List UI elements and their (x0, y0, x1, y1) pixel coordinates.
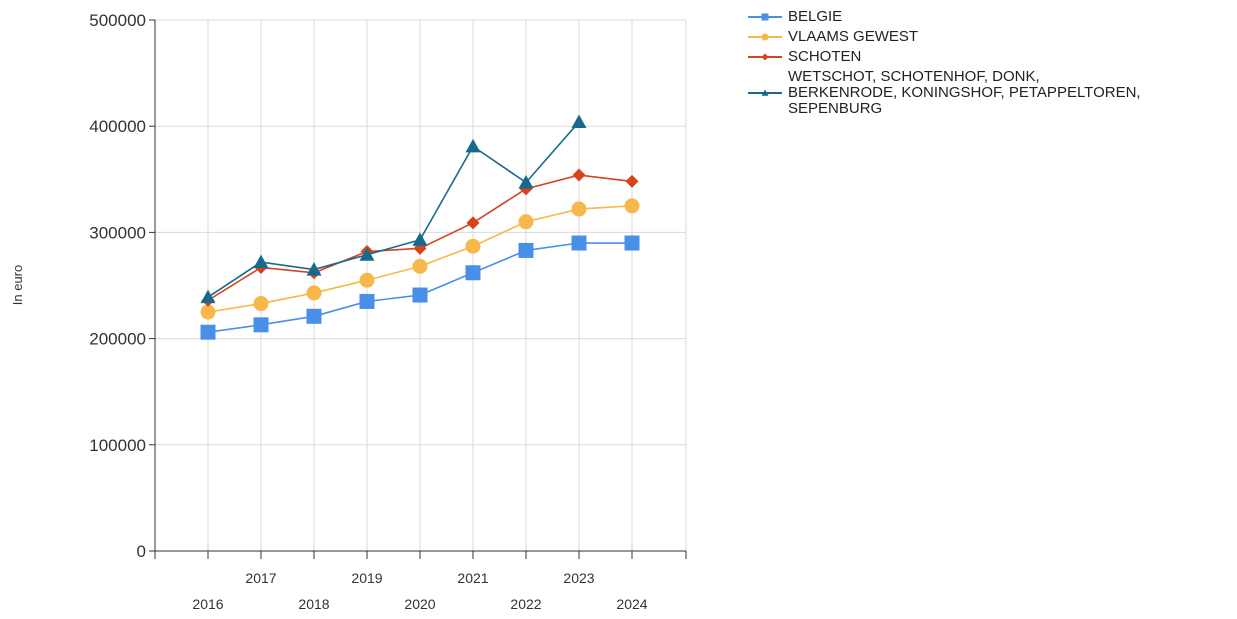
x-tick-label: 2021 (457, 570, 488, 586)
data-point (465, 265, 481, 281)
x-tick-label: 2020 (404, 596, 435, 612)
data-point (518, 174, 534, 189)
legend-label: BELGIE (788, 8, 843, 25)
legend-item: WETSCHOT, SCHOTENHOF, DONK, BERKENRODE, K… (748, 68, 1228, 117)
data-point (571, 201, 587, 217)
legend-marker (748, 28, 788, 46)
legend-marker (748, 48, 788, 66)
data-point (200, 289, 216, 304)
data-point (465, 238, 481, 254)
legend-label: WETSCHOT, SCHOTENHOF, DONK, BERKENRODE, K… (788, 68, 1141, 117)
series-1 (200, 235, 640, 340)
x-tick-label: 2023 (563, 570, 594, 586)
x-tick-label: 2017 (245, 570, 276, 586)
data-point (253, 254, 269, 269)
data-point (306, 308, 322, 324)
data-point (253, 296, 269, 312)
data-point (466, 216, 480, 230)
legend-label: SCHOTEN (788, 48, 862, 65)
y-axis-label: In euro (10, 265, 25, 305)
data-point (412, 232, 428, 246)
data-point (200, 324, 216, 340)
y-tick-label: 200000 (89, 330, 146, 349)
data-point (572, 168, 586, 182)
data-point (518, 242, 534, 258)
data-point (412, 287, 428, 303)
data-point (253, 317, 269, 333)
y-tick-label: 300000 (89, 223, 146, 242)
y-tick-label: 500000 (89, 11, 146, 30)
legend-item: SCHOTEN (748, 48, 1228, 66)
data-point (624, 235, 640, 251)
x-tick-label: 2018 (298, 596, 329, 612)
legend-item: BELGIE (748, 8, 1228, 26)
legend-marker-shape (761, 89, 769, 96)
grid-lines (155, 19, 687, 551)
data-point (571, 235, 587, 251)
axes (149, 19, 687, 559)
y-tick-label: 100000 (89, 436, 146, 455)
data-point (465, 138, 481, 153)
y-tick-label: 0 (137, 542, 146, 561)
x-tick-label: 2019 (351, 570, 382, 586)
data-point (412, 258, 428, 274)
x-tick-label: 2024 (616, 596, 647, 612)
data-point (518, 214, 534, 230)
data-point (625, 174, 639, 188)
x-tick-label: 2022 (510, 596, 541, 612)
data-point (306, 285, 322, 301)
series-line (207, 121, 580, 298)
legend-marker-shape (761, 33, 769, 41)
legend-label: VLAAMS GEWEST (788, 28, 919, 45)
data-point (624, 198, 640, 214)
legend-marker (748, 8, 788, 26)
y-tick-label: 400000 (89, 117, 146, 136)
data-point (200, 304, 216, 320)
data-point (571, 114, 587, 128)
legend-marker-shape (761, 53, 769, 61)
data-point (306, 262, 322, 276)
legend-marker (748, 68, 788, 96)
data-point (359, 272, 375, 288)
x-tick-label: 2016 (192, 596, 223, 612)
series-group (200, 114, 640, 340)
series-4 (200, 114, 587, 304)
x-tick-labels: 2016 2017 2018 2019 2020 2021 2022 2023 2024 (192, 570, 647, 612)
data-point (359, 293, 375, 309)
data-point (359, 247, 375, 261)
legend-marker-shape (761, 13, 769, 21)
series-2 (200, 198, 640, 320)
legend: BELGIE VLAAMS GEWEST SCHOTEN WETSCHOT, SCHO… (748, 8, 1228, 119)
legend-item: VLAAMS GEWEST (748, 28, 1228, 46)
y-tick-labels: 0 100000 200000 300000 400000 500000 (89, 11, 146, 561)
